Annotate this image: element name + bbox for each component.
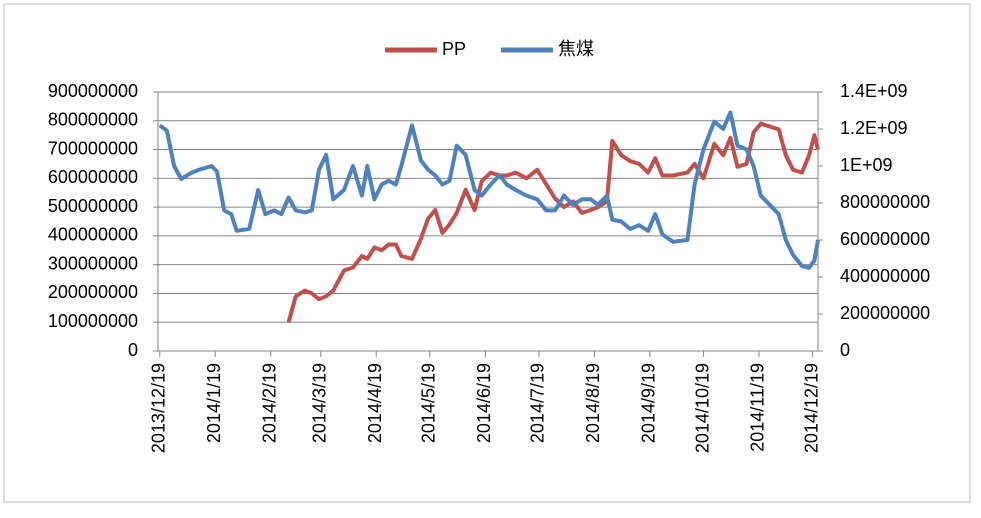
- x-tick-label: 2014/2/19: [259, 363, 279, 443]
- y2-tick-label: 1.4E+09: [840, 81, 908, 101]
- y-tick-label: 900000000: [48, 81, 138, 101]
- y-tick-label: 500000000: [48, 196, 138, 216]
- x-tick-label: 2014/9/19: [639, 363, 659, 443]
- y2-tick-label: 200000000: [840, 303, 930, 323]
- y2-tick-label: 1.2E+09: [840, 118, 908, 138]
- y-tick-label: 0: [128, 340, 138, 360]
- series-line: [158, 110, 820, 270]
- legend-label: PP: [442, 39, 466, 59]
- y-tick-label: 600000000: [48, 167, 138, 187]
- y2-tick-label: 600000000: [840, 229, 930, 249]
- y2-tick-label: 400000000: [840, 266, 930, 286]
- y2-tick-label: 1E+09: [840, 155, 893, 175]
- x-tick-label: 2013/12/19: [149, 363, 169, 453]
- x-tick-label: 2014/7/19: [528, 363, 548, 443]
- x-tick-label: 2014/6/19: [474, 363, 494, 443]
- x-tick-label: 2014/8/19: [583, 363, 603, 443]
- y-tick-label: 800000000: [48, 110, 138, 130]
- x-tick-label: 2014/10/19: [692, 363, 712, 453]
- x-tick-label: 2014/3/19: [310, 363, 330, 443]
- x-tick-label: 2014/4/19: [365, 363, 385, 443]
- y-tick-label: 700000000: [48, 138, 138, 158]
- y-tick-label: 200000000: [48, 282, 138, 302]
- chart-border: [3, 3, 971, 503]
- x-tick-label: 2014/1/19: [204, 363, 224, 443]
- y2-tick-label: 0: [840, 340, 850, 360]
- y2-tick-label: 800000000: [840, 192, 930, 212]
- y-tick-label: 400000000: [48, 225, 138, 245]
- y-tick-label: 100000000: [48, 311, 138, 331]
- series-line: [286, 121, 820, 323]
- legend-label: 焦煤: [558, 39, 594, 59]
- x-tick-label: 2014/11/19: [748, 363, 768, 452]
- y-tick-label: 300000000: [48, 253, 138, 273]
- x-tick-label: 2014/12/19: [801, 363, 821, 453]
- x-tick-label: 2014/5/19: [419, 363, 439, 443]
